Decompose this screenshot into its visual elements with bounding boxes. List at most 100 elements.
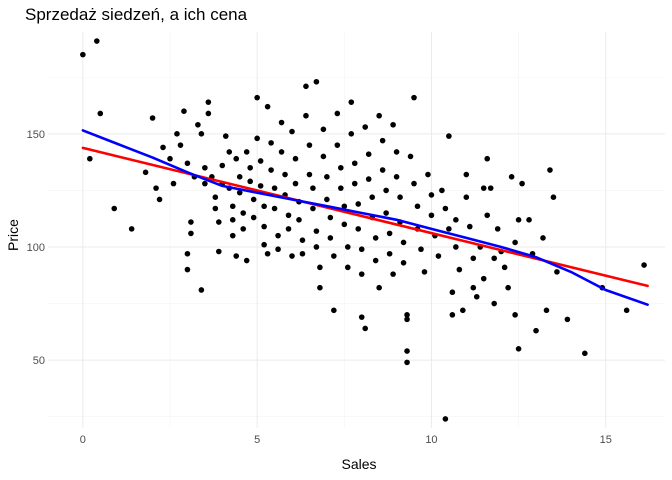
data-point bbox=[463, 171, 470, 178]
data-point bbox=[216, 248, 222, 255]
data-point bbox=[442, 416, 449, 422]
data-point bbox=[184, 160, 191, 167]
data-point bbox=[264, 250, 271, 257]
data-point bbox=[400, 239, 407, 246]
data-point bbox=[369, 194, 375, 200]
data-point bbox=[334, 110, 341, 117]
data-point bbox=[453, 244, 459, 250]
data-point bbox=[310, 205, 316, 212]
data-point bbox=[331, 253, 337, 259]
data-point bbox=[393, 174, 400, 180]
data-point bbox=[473, 293, 480, 300]
y-axis-title: Price bbox=[5, 219, 21, 251]
y-tick-label: 50 bbox=[33, 355, 45, 367]
data-point bbox=[372, 235, 379, 241]
data-point bbox=[390, 271, 396, 277]
data-point bbox=[219, 162, 226, 169]
data-point bbox=[383, 210, 389, 216]
data-point bbox=[271, 185, 278, 191]
data-point bbox=[397, 194, 403, 200]
series-line-loess bbox=[81, 129, 649, 306]
data-point bbox=[344, 264, 351, 271]
data-point bbox=[491, 300, 497, 307]
data-point bbox=[372, 257, 379, 264]
data-point bbox=[198, 287, 205, 293]
data-point bbox=[324, 174, 330, 180]
data-point bbox=[167, 155, 173, 162]
data-point bbox=[355, 201, 362, 207]
data-point bbox=[289, 128, 295, 135]
data-point bbox=[177, 142, 184, 148]
data-point bbox=[533, 327, 539, 334]
data-point bbox=[111, 205, 118, 212]
data-point bbox=[142, 169, 149, 176]
data-point bbox=[264, 103, 271, 110]
ticks-layer: 0 5 10 15 50 100 150 bbox=[27, 129, 612, 446]
data-point bbox=[547, 167, 553, 173]
y-tick-label: 100 bbox=[27, 242, 45, 254]
data-point bbox=[250, 214, 257, 221]
data-point bbox=[338, 164, 344, 171]
data-point bbox=[358, 246, 365, 253]
data-point bbox=[508, 174, 515, 180]
data-point bbox=[390, 121, 396, 128]
data-point bbox=[160, 144, 166, 151]
data-point bbox=[428, 192, 435, 198]
data-point bbox=[400, 260, 407, 266]
data-point bbox=[421, 269, 428, 275]
data-point bbox=[324, 196, 330, 203]
data-point bbox=[254, 135, 260, 142]
data-point bbox=[484, 155, 491, 162]
data-point bbox=[351, 180, 358, 187]
data-point bbox=[275, 246, 281, 253]
data-point bbox=[393, 149, 400, 155]
x-tick-label: 10 bbox=[425, 434, 437, 446]
data-point bbox=[484, 212, 491, 219]
data-point bbox=[236, 174, 243, 180]
data-point bbox=[501, 264, 508, 271]
data-point bbox=[292, 180, 299, 187]
data-point bbox=[341, 221, 348, 228]
data-point bbox=[435, 253, 442, 259]
data-point bbox=[334, 142, 341, 148]
data-point bbox=[303, 112, 309, 119]
data-point bbox=[94, 38, 100, 44]
data-point bbox=[428, 212, 435, 219]
data-point bbox=[358, 271, 365, 277]
x-tick-label: 5 bbox=[254, 434, 260, 446]
points-layer bbox=[80, 38, 647, 422]
data-point bbox=[526, 217, 532, 223]
data-point bbox=[313, 228, 320, 234]
data-point bbox=[257, 183, 264, 189]
data-point bbox=[205, 110, 212, 117]
data-point bbox=[243, 149, 250, 155]
data-point bbox=[376, 284, 382, 291]
data-point bbox=[317, 284, 323, 291]
data-point bbox=[229, 232, 236, 239]
data-point bbox=[229, 217, 236, 223]
lines-layer bbox=[81, 129, 649, 306]
data-point bbox=[439, 187, 445, 194]
data-point bbox=[407, 153, 414, 160]
data-point bbox=[379, 167, 386, 173]
data-point bbox=[470, 284, 477, 291]
data-point bbox=[512, 312, 518, 318]
data-point bbox=[212, 205, 219, 212]
data-point bbox=[153, 185, 159, 191]
data-point bbox=[512, 239, 518, 246]
data-point bbox=[240, 226, 247, 232]
data-point bbox=[250, 196, 257, 203]
data-point bbox=[564, 316, 571, 323]
data-point bbox=[446, 133, 452, 139]
data-point bbox=[463, 194, 470, 200]
data-point bbox=[404, 316, 410, 323]
data-point bbox=[222, 133, 229, 139]
data-point bbox=[491, 255, 497, 262]
data-point bbox=[212, 194, 219, 200]
data-point bbox=[331, 307, 337, 314]
data-point bbox=[80, 51, 86, 58]
data-point bbox=[261, 223, 267, 230]
data-point bbox=[184, 266, 191, 273]
data-point bbox=[97, 110, 104, 117]
data-point bbox=[442, 205, 449, 212]
